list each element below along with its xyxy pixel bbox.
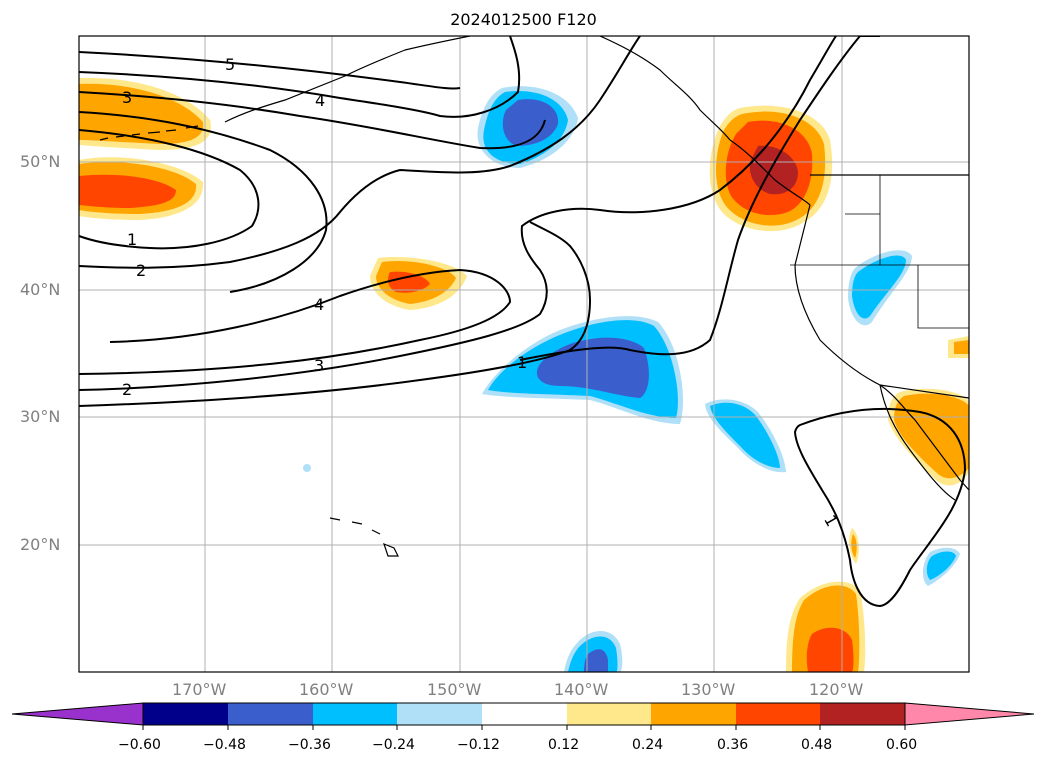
- contour-line: [79, 51, 461, 90]
- contour-label: 5: [225, 55, 235, 74]
- state-borders: [790, 175, 969, 329]
- lon-label: 140°W: [554, 680, 609, 699]
- contour-label: 4: [315, 91, 325, 110]
- contour-line: [79, 91, 546, 150]
- lon-label: 150°W: [427, 680, 482, 699]
- colorbar-tick-label: −0.12: [457, 737, 500, 753]
- colorbar-segment: [651, 703, 736, 725]
- positive-anomaly-region: [79, 174, 176, 208]
- lat-label: 40°N: [20, 280, 61, 299]
- colorbar-segment: [228, 703, 313, 725]
- lon-label: 130°W: [681, 680, 736, 699]
- lon-label: 160°W: [299, 680, 354, 699]
- contour-line: [79, 36, 641, 269]
- lat-label: 30°N: [20, 407, 61, 426]
- contour-line: [79, 129, 260, 250]
- colorbar-segment: [397, 703, 482, 725]
- map-frame: [78, 35, 970, 673]
- contour-line: [79, 36, 521, 118]
- colorbar-segment: [143, 703, 228, 725]
- colorbar-segment: [567, 703, 651, 725]
- contour-label: 3: [314, 356, 324, 375]
- colorbar-tick-label: −0.36: [288, 737, 331, 753]
- us-mexico-border: [879, 384, 969, 399]
- colorbar-segment: [313, 703, 397, 725]
- contour-lines: [79, 36, 967, 608]
- contour-line: [519, 36, 861, 361]
- colorbar-tick-label: −0.24: [372, 737, 415, 753]
- tiny-anomaly-dot: [303, 464, 311, 472]
- baja-coast: [879, 384, 956, 501]
- gridlines: [79, 36, 969, 672]
- colorbar-tick-label: −0.60: [118, 737, 161, 753]
- anomaly-shading: [79, 77, 969, 672]
- positive-anomaly-region: [79, 83, 204, 144]
- negative-anomaly-region: [926, 551, 956, 580]
- colorbar-tick-label: 0.12: [548, 737, 580, 753]
- hawaiian-islands: [329, 517, 399, 557]
- contour-line: [79, 268, 512, 375]
- map-plot-area: 5 4 3 1 2 4 3 2 1 1: [79, 36, 969, 672]
- positive-anomaly-region: [388, 271, 430, 293]
- colorbar-extend-high: [904, 702, 1035, 726]
- colorbar-ticks: [142, 725, 906, 730]
- colorbar-frame: [142, 702, 906, 726]
- contour-label: 1: [517, 353, 527, 372]
- colorbar-segment: [736, 703, 820, 725]
- bc-coast: [729, 139, 811, 206]
- aleutian-islands: [99, 125, 199, 141]
- positive-anomaly-region: [851, 534, 857, 558]
- lon-label: 120°W: [809, 680, 864, 699]
- colorbar: [11, 702, 1035, 730]
- lon-label: 170°W: [172, 680, 227, 699]
- positive-anomaly-region: [894, 393, 969, 479]
- contour-label: 3: [122, 88, 132, 107]
- contour-line: [79, 111, 328, 293]
- contour-label: 1: [127, 230, 137, 249]
- contour-line: [79, 221, 592, 407]
- positive-anomaly-region: [749, 145, 798, 195]
- colorbar-extend-low: [11, 702, 144, 726]
- negative-anomaly-region: [710, 402, 780, 468]
- contour-label: 1: [820, 512, 842, 530]
- colorbar-tick-label: 0.24: [632, 737, 664, 753]
- positive-anomaly-region: [954, 340, 969, 354]
- contour-label: 2: [136, 261, 146, 280]
- colorbar-tick-label: 0.48: [801, 737, 833, 753]
- negative-anomaly-region: [852, 255, 906, 319]
- map-title: 2024012500 F120: [450, 10, 597, 29]
- alaska-panhandle-coast: [599, 36, 731, 141]
- positive-anomaly-region: [806, 627, 854, 672]
- colorbar-tick-label: 0.36: [717, 737, 749, 753]
- colorbar-segment: [482, 703, 567, 725]
- contour-label: 4: [314, 295, 324, 314]
- negative-anomaly-region: [584, 649, 608, 672]
- coastlines: [99, 36, 969, 557]
- negative-anomaly-region: [502, 99, 559, 146]
- contour-line: [793, 407, 967, 608]
- lat-label: 20°N: [20, 535, 61, 554]
- colorbar-tick-label: 0.60: [886, 737, 918, 753]
- colorbar-tick-label: −0.48: [203, 737, 246, 753]
- colorbar-segment: [820, 703, 905, 725]
- lat-label: 50°N: [20, 152, 61, 171]
- contour-label: 2: [122, 380, 132, 399]
- contour-line: [79, 36, 837, 391]
